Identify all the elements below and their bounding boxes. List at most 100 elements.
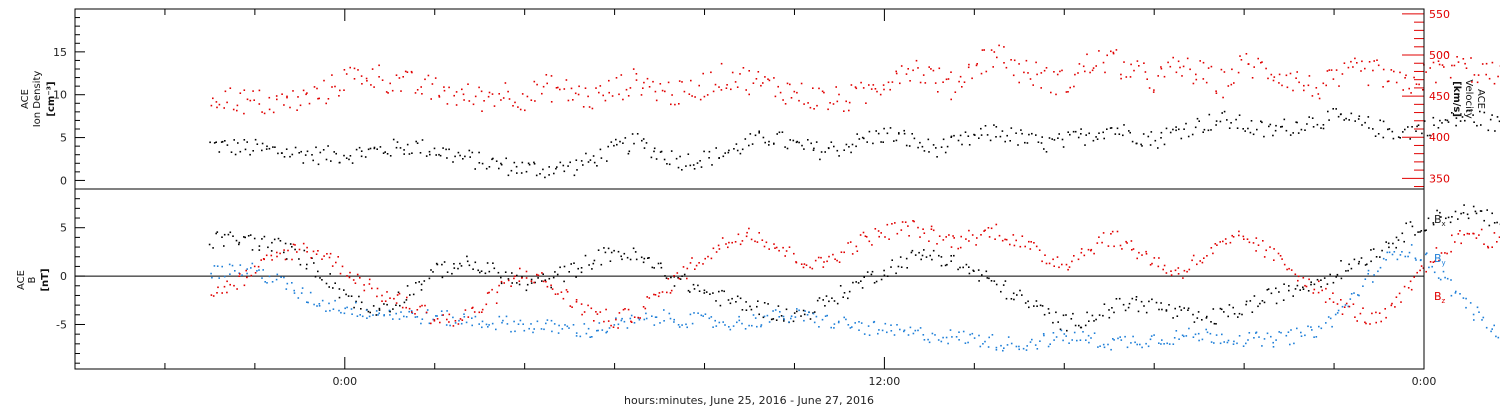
bz-point — [1440, 252, 1443, 254]
bz-point — [930, 228, 933, 230]
by-point — [1336, 312, 1339, 314]
bz-point — [1475, 237, 1478, 239]
density-point — [403, 153, 405, 155]
velocity-point — [757, 71, 760, 73]
density-point — [762, 136, 765, 139]
bz-point — [1375, 311, 1377, 314]
bz-point — [223, 285, 226, 288]
bx-point — [559, 266, 561, 269]
bz-point — [1321, 289, 1323, 292]
by-point — [1296, 327, 1298, 330]
by-point — [638, 318, 641, 321]
bz-point — [216, 292, 218, 294]
velocity-point — [915, 59, 918, 62]
velocity-point — [950, 71, 952, 73]
velocity-point — [481, 110, 483, 112]
density-point — [1183, 128, 1185, 130]
density-point — [1388, 128, 1391, 130]
bx-point — [863, 276, 865, 278]
bx-point — [1033, 305, 1035, 307]
velocity-point — [1215, 92, 1218, 94]
density-point — [435, 154, 437, 156]
bz-point — [250, 274, 253, 277]
by-point — [1197, 332, 1200, 335]
velocity-point — [706, 94, 709, 96]
velocity-point — [900, 65, 903, 67]
by-point — [1278, 331, 1280, 333]
bx-point — [1080, 326, 1083, 329]
density-point — [784, 146, 786, 148]
bz-point — [496, 291, 499, 294]
density-point — [478, 151, 480, 154]
by-point — [629, 317, 632, 320]
velocity-point — [381, 79, 384, 81]
bz-point — [1313, 288, 1316, 291]
bottom-ylabel-1: ACE — [16, 270, 27, 290]
velocity-point — [508, 98, 511, 100]
bx-point — [993, 280, 996, 282]
density-point — [895, 139, 898, 142]
velocity-point — [289, 106, 291, 109]
velocity-point — [243, 89, 246, 91]
bz-point — [503, 282, 505, 284]
velocity-point — [1470, 57, 1472, 59]
bz-point — [1283, 263, 1286, 266]
density-point — [1178, 128, 1180, 131]
velocity-point — [855, 87, 858, 90]
velocity-point — [947, 78, 950, 80]
bx-point — [883, 274, 886, 277]
bx-point — [629, 258, 632, 261]
velocity-point — [1292, 89, 1294, 92]
velocity-point — [252, 90, 254, 92]
density-point — [1340, 113, 1342, 115]
velocity-point — [664, 90, 666, 93]
density-point — [556, 166, 558, 168]
by-point — [351, 313, 353, 315]
density-point — [239, 150, 242, 153]
bz-point — [1019, 245, 1022, 248]
by-point — [1364, 278, 1367, 280]
density-point — [1285, 129, 1288, 132]
bz-point — [654, 294, 657, 296]
density-point — [633, 142, 635, 145]
velocity-point — [1202, 61, 1205, 64]
density-point — [1208, 113, 1211, 116]
bx-point — [1219, 307, 1222, 310]
bz-point — [411, 311, 413, 313]
density-point — [261, 142, 264, 145]
by-point — [517, 323, 520, 325]
density-point — [1048, 137, 1051, 139]
by-point — [1327, 316, 1330, 318]
top-right-tick-label: 500 — [1429, 49, 1450, 62]
density-point — [642, 138, 645, 140]
density-point — [995, 126, 998, 128]
bz-point — [521, 277, 523, 279]
by-point — [798, 309, 800, 312]
bz-point — [823, 261, 825, 263]
density-point — [1368, 127, 1370, 129]
bx-point — [544, 279, 547, 281]
by-point — [268, 275, 271, 278]
bx-point — [1381, 249, 1383, 252]
velocity-point — [774, 95, 777, 98]
bx-point — [466, 255, 468, 258]
by-point — [275, 278, 278, 281]
bz-point — [865, 236, 868, 238]
velocity-point — [1257, 57, 1259, 60]
velocity-point — [1307, 84, 1310, 87]
velocity-point — [430, 98, 432, 100]
bx-point — [420, 283, 423, 286]
by-point — [1433, 271, 1436, 274]
density-point — [964, 131, 967, 133]
bx-point — [1140, 300, 1143, 303]
density-point — [226, 144, 229, 146]
bx-point — [541, 280, 543, 282]
by-point — [1210, 341, 1213, 343]
velocity-point — [318, 97, 320, 100]
by-point — [1367, 273, 1369, 275]
density-point — [838, 155, 840, 157]
bz-point — [593, 320, 595, 322]
velocity-point — [629, 87, 632, 89]
velocity-point — [1449, 76, 1452, 79]
density-point — [687, 153, 690, 155]
